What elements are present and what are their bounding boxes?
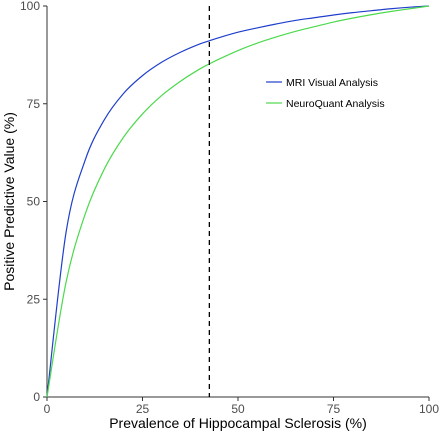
series-layer	[46, 5, 430, 398]
x-tick-label: 75	[327, 402, 341, 416]
legend: MRI Visual Analysis NeuroQuant Analysis	[266, 77, 385, 110]
y-tick-label: 75	[27, 97, 41, 111]
y-tick-label: 100	[20, 0, 40, 13]
legend-label: MRI Visual Analysis	[286, 77, 378, 89]
x-tick-label: 50	[231, 402, 245, 416]
legend-label: NeuroQuant Analysis	[286, 98, 385, 110]
series-line-1	[46, 5, 430, 398]
x-tick-label: 25	[136, 402, 150, 416]
y-tick-label: 50	[27, 195, 41, 209]
plot-area: 0 25 50 75 100 0 25 50 75 100	[20, 0, 439, 416]
x-tick-label: 100	[419, 402, 439, 416]
x-tick-label: 0	[44, 402, 51, 416]
y-tick-label: 0	[33, 390, 40, 404]
y-axis-ticks: 0 25 50 75 100	[20, 0, 47, 404]
x-axis-title: Prevalence of Hippocampal Sclerosis (%)	[109, 415, 367, 431]
y-axis-title: Positive Predictive Value (%)	[1, 112, 17, 291]
x-axis-ticks: 0 25 50 75 100	[44, 397, 439, 416]
series-line-0	[46, 5, 430, 398]
y-tick-label: 25	[27, 292, 41, 306]
